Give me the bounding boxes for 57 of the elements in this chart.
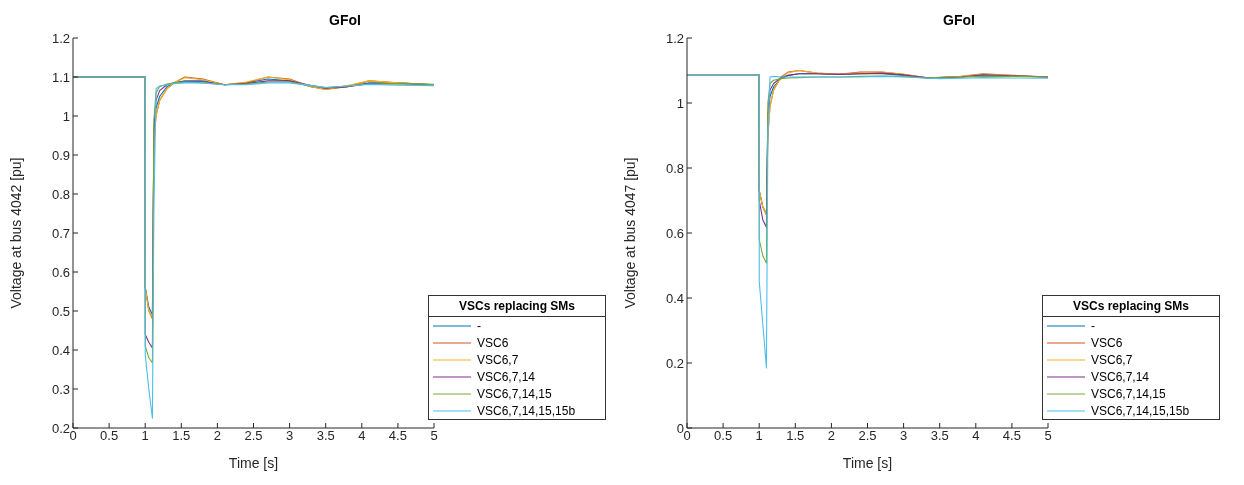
x-tick-label: 2.5 <box>244 428 263 444</box>
legend-label: VSC6,7,14,15 <box>477 386 552 401</box>
x-tick-label: 3.5 <box>930 428 949 444</box>
y-tick-label: 0.8 <box>665 160 684 176</box>
x-tick-label: 0.5 <box>714 428 733 444</box>
y-tick-label: 1 <box>676 95 684 111</box>
y-tick-label: 0.3 <box>51 381 70 397</box>
legend-label: - <box>477 318 481 333</box>
x-axis-title: Time [s] <box>228 455 279 471</box>
y-axis-title: Voltage at bus 4042 [pu] <box>7 157 24 309</box>
x-tick-label: 5 <box>1044 428 1052 444</box>
chart-title: GFoI <box>942 12 976 28</box>
y-tick-label: 0.2 <box>665 355 684 371</box>
legend-label: VSC6,7,14 <box>1091 369 1150 384</box>
x-tick-label: 2.5 <box>858 428 877 444</box>
y-tick-label: 0.9 <box>51 147 70 163</box>
x-tick-label: 1.5 <box>786 428 805 444</box>
x-tick-label: 0.5 <box>100 428 119 444</box>
y-tick-label: 0.7 <box>51 225 70 241</box>
x-tick-label: 1 <box>755 428 763 444</box>
x-tick-label: 1.5 <box>172 428 191 444</box>
legend-label: VSC6,7,14,15,15b <box>477 403 576 418</box>
x-tick-label: 5 <box>430 428 438 444</box>
y-tick-label: 0.4 <box>665 290 684 306</box>
y-tick-label: 1 <box>62 108 70 124</box>
x-tick-label: 4 <box>358 428 366 444</box>
y-tick-label: 1.2 <box>665 30 684 46</box>
x-tick-label: 3 <box>285 428 294 444</box>
y-tick-label: 0.6 <box>665 225 684 241</box>
x-tick-label: 2 <box>827 428 836 444</box>
legend-title: VSCs replacing SMs <box>1071 298 1190 315</box>
x-tick-label: 3 <box>899 428 908 444</box>
y-tick-label: 1.2 <box>51 30 70 46</box>
legend-label: - <box>1091 318 1095 333</box>
x-tick-label: 4 <box>972 428 980 444</box>
y-tick-label: 0.6 <box>51 264 70 280</box>
legend-label: VSC6,7 <box>1091 352 1133 367</box>
y-tick-label: 0.4 <box>51 342 70 358</box>
legend-title: VSCs replacing SMs <box>457 298 576 315</box>
y-tick-label: 0.2 <box>51 420 70 436</box>
y-tick-label: 0.5 <box>51 303 70 319</box>
legend-label: VSC6,7,14,15 <box>1091 386 1166 401</box>
y-tick-label: 0.8 <box>51 186 70 202</box>
y-axis-title: Voltage at bus 4047 [pu] <box>621 157 638 309</box>
x-tick-label: 2 <box>213 428 222 444</box>
chart-title: GFoI <box>328 12 362 28</box>
x-axis-title: Time [s] <box>842 455 893 471</box>
x-tick-label: 4.5 <box>388 428 407 444</box>
legend-label: VSC6,7,14 <box>477 369 536 384</box>
legend-label: VSC6 <box>477 335 509 350</box>
legend-label: VSC6,7 <box>477 352 519 367</box>
legend-label: VSC6 <box>1091 335 1123 350</box>
y-tick-label: 1.1 <box>51 69 70 85</box>
legend-label: VSC6,7,14,15,15b <box>1091 403 1190 418</box>
x-tick-label: 1 <box>141 428 149 444</box>
x-tick-label: 4.5 <box>1002 428 1021 444</box>
x-tick-label: 3.5 <box>316 428 335 444</box>
